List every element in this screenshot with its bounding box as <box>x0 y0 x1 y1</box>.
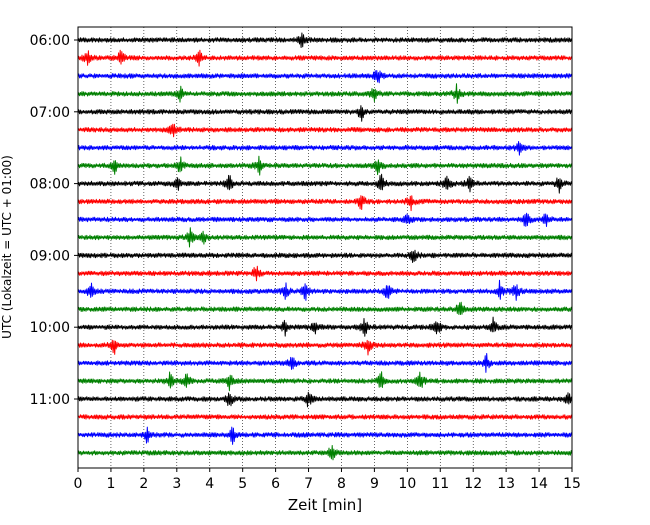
x-tick-label: 2 <box>139 476 148 492</box>
trace-0700-line <box>78 105 572 122</box>
x-tick-label: 13 <box>497 476 515 492</box>
y-axis-label: UTC (Lokalzeit = UTC + 01:00) <box>0 155 14 339</box>
x-tick-label: 3 <box>172 476 181 492</box>
trace-0900-line <box>78 249 572 263</box>
x-tick-label: 5 <box>238 476 247 492</box>
trace-1130-line <box>78 426 572 445</box>
trace-1030-line <box>78 353 572 373</box>
x-tick-label: 14 <box>530 476 548 492</box>
trace-0745-line <box>78 155 572 176</box>
trace-0730-line <box>78 141 572 156</box>
trace-0600-line <box>78 32 572 48</box>
x-tick-label: 8 <box>337 476 346 492</box>
trace-1000-line <box>78 316 572 337</box>
x-axis-ticks: 0 1 2 3 4 5 6 7 8 9 10 11 12 13 14 15 <box>74 468 581 492</box>
x-tick-label: 10 <box>398 476 416 492</box>
trace-0845-line <box>78 227 572 248</box>
y-tick-label: 08:00 <box>30 177 70 193</box>
x-tick-label: 12 <box>464 476 482 492</box>
trace-0715-line <box>78 123 572 138</box>
x-axis-label: Zeit [min] <box>288 496 362 514</box>
trace-0830-line <box>78 212 572 227</box>
x-tick-label: 7 <box>304 476 313 492</box>
trace-1015-line <box>78 339 572 356</box>
x-tick-label: 4 <box>205 476 214 492</box>
x-tick-label: 0 <box>74 476 83 492</box>
y-tick-label: 07:00 <box>30 105 70 121</box>
trace-0800-line <box>78 173 572 194</box>
trace-0945-line <box>78 301 572 315</box>
x-tick-label: 15 <box>563 476 581 492</box>
y-tick-label: 10:00 <box>30 320 70 336</box>
x-tick-label: 9 <box>370 476 379 492</box>
trace-1100-line <box>78 391 572 408</box>
trace-0815-line <box>78 195 572 212</box>
trace-0915-line <box>78 265 572 282</box>
trace-0615-line <box>78 49 572 67</box>
trace-1115-line <box>78 414 572 420</box>
x-tick-label: 11 <box>431 476 449 492</box>
trace-layer <box>78 32 572 461</box>
trace-0630-line <box>78 70 572 84</box>
trace-1045-line <box>78 371 572 392</box>
y-tick-label: 06:00 <box>30 33 70 49</box>
y-tick-label: 11:00 <box>30 392 70 408</box>
trace-0930-line <box>78 279 572 301</box>
y-tick-label: 09:00 <box>30 248 70 264</box>
x-tick-label: 6 <box>271 476 280 492</box>
trace-0645-line <box>78 83 572 104</box>
plot-frame <box>77 26 573 469</box>
trace-1145-line <box>78 445 572 461</box>
x-tick-label: 1 <box>106 476 115 492</box>
y-axis-ticks: 06:00 07:00 08:00 09:00 10:00 11:00 <box>30 33 78 408</box>
